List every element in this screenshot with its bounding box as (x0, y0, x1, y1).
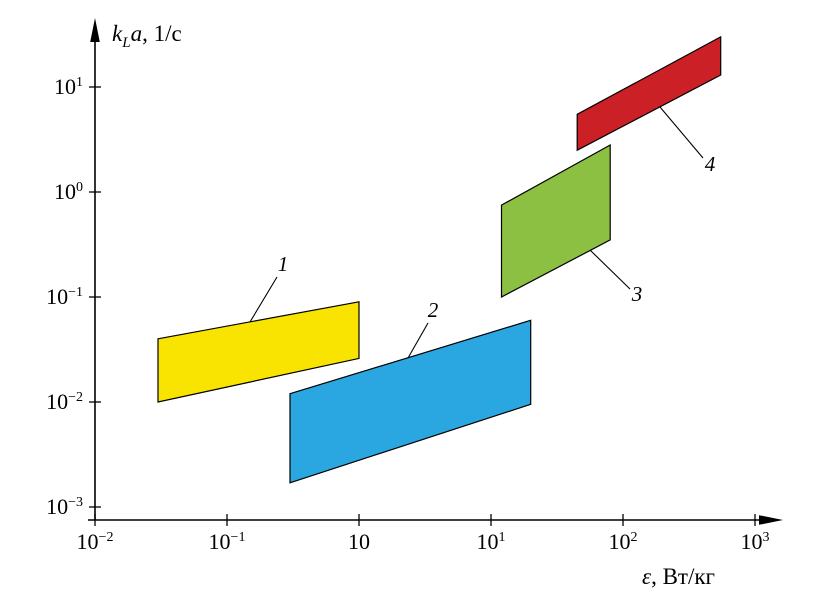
tick-label: 10−2 (77, 529, 114, 554)
region-1-leader-line (249, 276, 278, 323)
x-axis-ticks: 10−2 10−1 10 101 102 103 (77, 514, 770, 554)
region-4-leader-line (659, 106, 704, 159)
annotations-layer: 1 2 3 4 (249, 106, 716, 359)
region-1-polygon (157, 301, 360, 403)
y-axis-ticks: 101 100 10−1 10−2 10−3 (46, 74, 101, 519)
y-axis-arrow-icon (90, 18, 100, 42)
region-2-leader-line (407, 322, 429, 359)
tick-label: 10−1 (46, 284, 83, 309)
region-2-polygon (289, 319, 532, 484)
tick-label: 10 (348, 529, 370, 554)
region-4-label: 4 (705, 152, 716, 176)
axes-layer (88, 18, 783, 525)
tick-label: 100 (54, 179, 83, 204)
tick-label: 10−2 (46, 389, 83, 414)
tick-label: 101 (54, 74, 83, 99)
region-4-polygon (576, 35, 722, 152)
y-axis-title: kLa, 1/с (112, 21, 182, 51)
tick-label: 101 (477, 529, 506, 554)
tick-label: 10−1 (209, 529, 246, 554)
x-axis-arrow-icon (759, 515, 783, 525)
tick-label: 103 (741, 529, 770, 554)
region-1-label: 1 (278, 252, 289, 276)
tick-label: 10−3 (46, 494, 83, 519)
region-3-label: 3 (631, 282, 643, 306)
tick-label: 102 (609, 529, 638, 554)
region-2-label: 2 (428, 298, 439, 322)
region-3-leader-line (589, 249, 631, 290)
regions-layer (157, 35, 722, 484)
x-axis-title: ε, Вт/кг (642, 564, 715, 589)
region-3-polygon (500, 143, 611, 298)
